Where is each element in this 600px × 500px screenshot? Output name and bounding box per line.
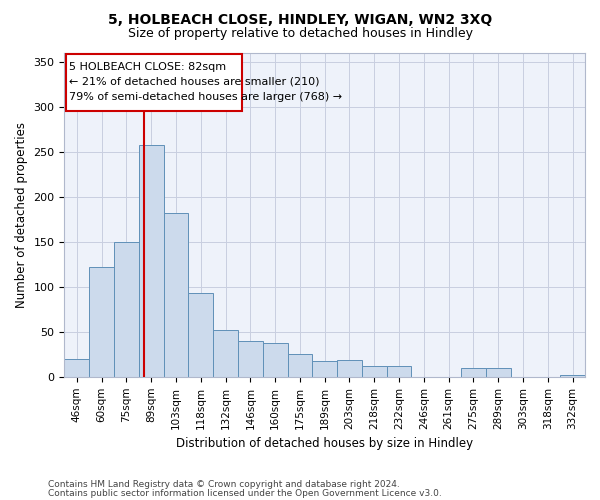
Bar: [65, 54, 242, 111]
Bar: [486, 368, 511, 377]
Bar: [386, 366, 412, 377]
Bar: [213, 330, 238, 377]
Text: Contains HM Land Registry data © Crown copyright and database right 2024.: Contains HM Land Registry data © Crown c…: [48, 480, 400, 489]
Bar: [287, 354, 313, 377]
Y-axis label: Number of detached properties: Number of detached properties: [15, 122, 28, 308]
Bar: [238, 341, 263, 377]
Bar: [560, 375, 585, 377]
Bar: [263, 342, 287, 377]
Bar: [89, 267, 114, 377]
Text: 79% of semi-detached houses are larger (768) →: 79% of semi-detached houses are larger (…: [70, 92, 343, 102]
Bar: [114, 242, 139, 377]
Bar: [64, 359, 89, 377]
Bar: [188, 293, 213, 377]
Text: 5, HOLBEACH CLOSE, HINDLEY, WIGAN, WN2 3XQ: 5, HOLBEACH CLOSE, HINDLEY, WIGAN, WN2 3…: [108, 12, 492, 26]
Text: Size of property relative to detached houses in Hindley: Size of property relative to detached ho…: [128, 28, 473, 40]
Bar: [313, 360, 337, 377]
Bar: [164, 213, 188, 377]
Text: 5 HOLBEACH CLOSE: 82sqm: 5 HOLBEACH CLOSE: 82sqm: [70, 62, 226, 72]
X-axis label: Distribution of detached houses by size in Hindley: Distribution of detached houses by size …: [176, 437, 473, 450]
Bar: [362, 366, 386, 377]
Bar: [461, 368, 486, 377]
Bar: [337, 360, 362, 377]
Text: Contains public sector information licensed under the Open Government Licence v3: Contains public sector information licen…: [48, 488, 442, 498]
Bar: [139, 146, 164, 377]
Text: ← 21% of detached houses are smaller (210): ← 21% of detached houses are smaller (21…: [70, 77, 320, 87]
